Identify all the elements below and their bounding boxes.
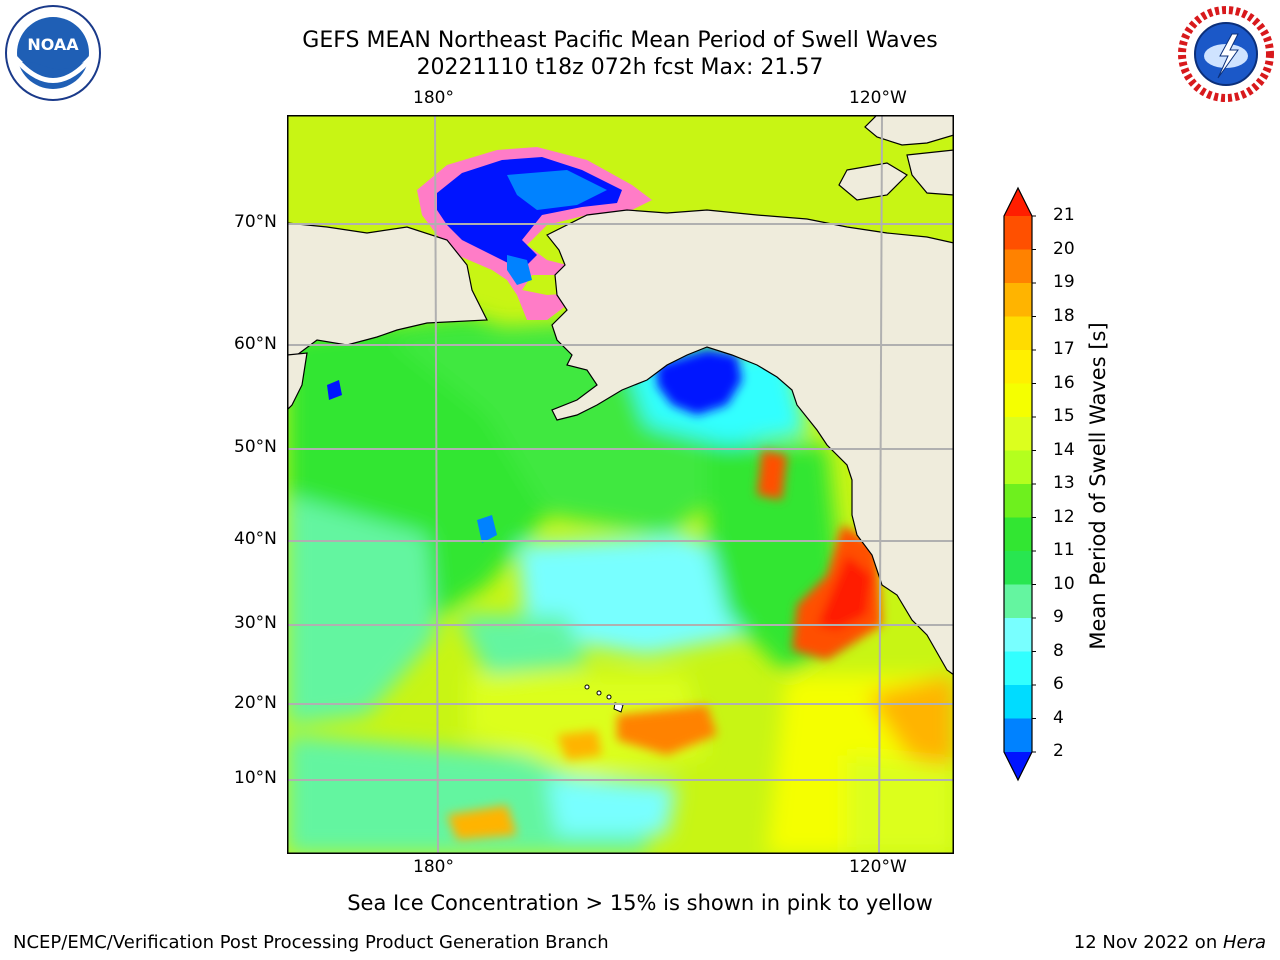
graticule xyxy=(287,115,954,854)
colorbar-band xyxy=(1004,383,1032,418)
colorbar-band xyxy=(1004,618,1032,652)
colorbar-tick-label: 20 xyxy=(1053,238,1075,259)
footer-date: 12 Nov 2022 on Hera xyxy=(1074,932,1266,953)
colorbar-label: Mean Period of Swell Waves [s] xyxy=(1086,322,1110,650)
colorbar-band xyxy=(1004,551,1032,585)
colorbar-tick-label: 15 xyxy=(1053,406,1075,426)
lon-label-top-120w: 120°W xyxy=(849,88,907,108)
colorbar-tick-label: 2 xyxy=(1053,741,1064,761)
lat-label-50n: 50°N xyxy=(234,437,277,457)
colorbar-tick-label: 8 xyxy=(1053,640,1064,661)
colorbar-tick-label: 18 xyxy=(1053,305,1075,326)
colorbar-band xyxy=(1004,651,1032,686)
colorbar-extend-top xyxy=(1004,188,1032,216)
lon-label-top-180: 180° xyxy=(413,88,454,108)
colorbar-band xyxy=(1004,718,1032,753)
lon-label-bottom-180: 180° xyxy=(413,857,454,877)
lat-label-40n: 40°N xyxy=(234,529,277,549)
colorbar-band xyxy=(1004,216,1032,250)
nws-logo xyxy=(1176,4,1276,104)
colorbar-tick-label: 4 xyxy=(1053,707,1064,728)
colorbar-band xyxy=(1004,685,1032,719)
colorbar-tick-label: 11 xyxy=(1053,540,1075,560)
colorbar-band xyxy=(1004,283,1032,317)
land-north-america xyxy=(546,209,954,676)
colorbar-tick-label: 9 xyxy=(1053,607,1064,627)
svg-text:NOAA: NOAA xyxy=(27,35,79,54)
colorbar-tick-label: 21 xyxy=(1053,205,1075,225)
lat-label-20n: 20°N xyxy=(234,693,277,713)
sea-ice-note: Sea Ice Concentration > 15% is shown in … xyxy=(347,891,933,915)
chart-subtitle: 20221110 t18z 072h fcst Max: 21.57 xyxy=(416,55,824,80)
footer-host: Hera xyxy=(1222,932,1266,953)
colorbar-tick-label: 16 xyxy=(1053,372,1075,393)
colorbar-tick-label: 13 xyxy=(1053,473,1075,493)
land-asia xyxy=(287,222,488,361)
colorbar-band xyxy=(1004,249,1032,284)
footer-credit: NCEP/EMC/Verification Post Processing Pr… xyxy=(13,932,609,953)
colorbar-band xyxy=(1004,417,1032,451)
swell-period-map xyxy=(287,115,954,854)
noaa-logo: NOAA xyxy=(4,4,102,102)
colorbar-tick-label: 14 xyxy=(1053,439,1075,460)
lat-label-60n: 60°N xyxy=(234,334,277,354)
colorbar-band xyxy=(1004,517,1032,552)
colorbar-band xyxy=(1004,584,1032,619)
colorbar-band xyxy=(1004,450,1032,485)
colorbar xyxy=(1000,186,1036,782)
sea-ice-region xyxy=(417,147,652,320)
colorbar-tick-label: 10 xyxy=(1053,573,1075,594)
colorbar-tick-label: 12 xyxy=(1053,506,1075,527)
colorbar-extend-bottom xyxy=(1004,752,1032,780)
colorbar-tick-label: 17 xyxy=(1053,339,1075,359)
colorbar-tick-label: 19 xyxy=(1053,272,1075,292)
chart-title: GEFS MEAN Northeast Pacific Mean Period … xyxy=(302,28,938,53)
footer-date-text: 12 Nov 2022 on xyxy=(1073,932,1223,953)
colorbar-tick-label: 6 xyxy=(1053,674,1064,694)
colorbar-band xyxy=(1004,316,1032,351)
lon-label-bottom-120w: 120°W xyxy=(849,857,907,877)
colorbar-band xyxy=(1004,350,1032,384)
lat-label-70n: 70°N xyxy=(234,212,277,232)
colorbar-band xyxy=(1004,484,1032,518)
lat-label-10n: 10°N xyxy=(234,768,277,788)
lat-label-30n: 30°N xyxy=(234,613,277,633)
